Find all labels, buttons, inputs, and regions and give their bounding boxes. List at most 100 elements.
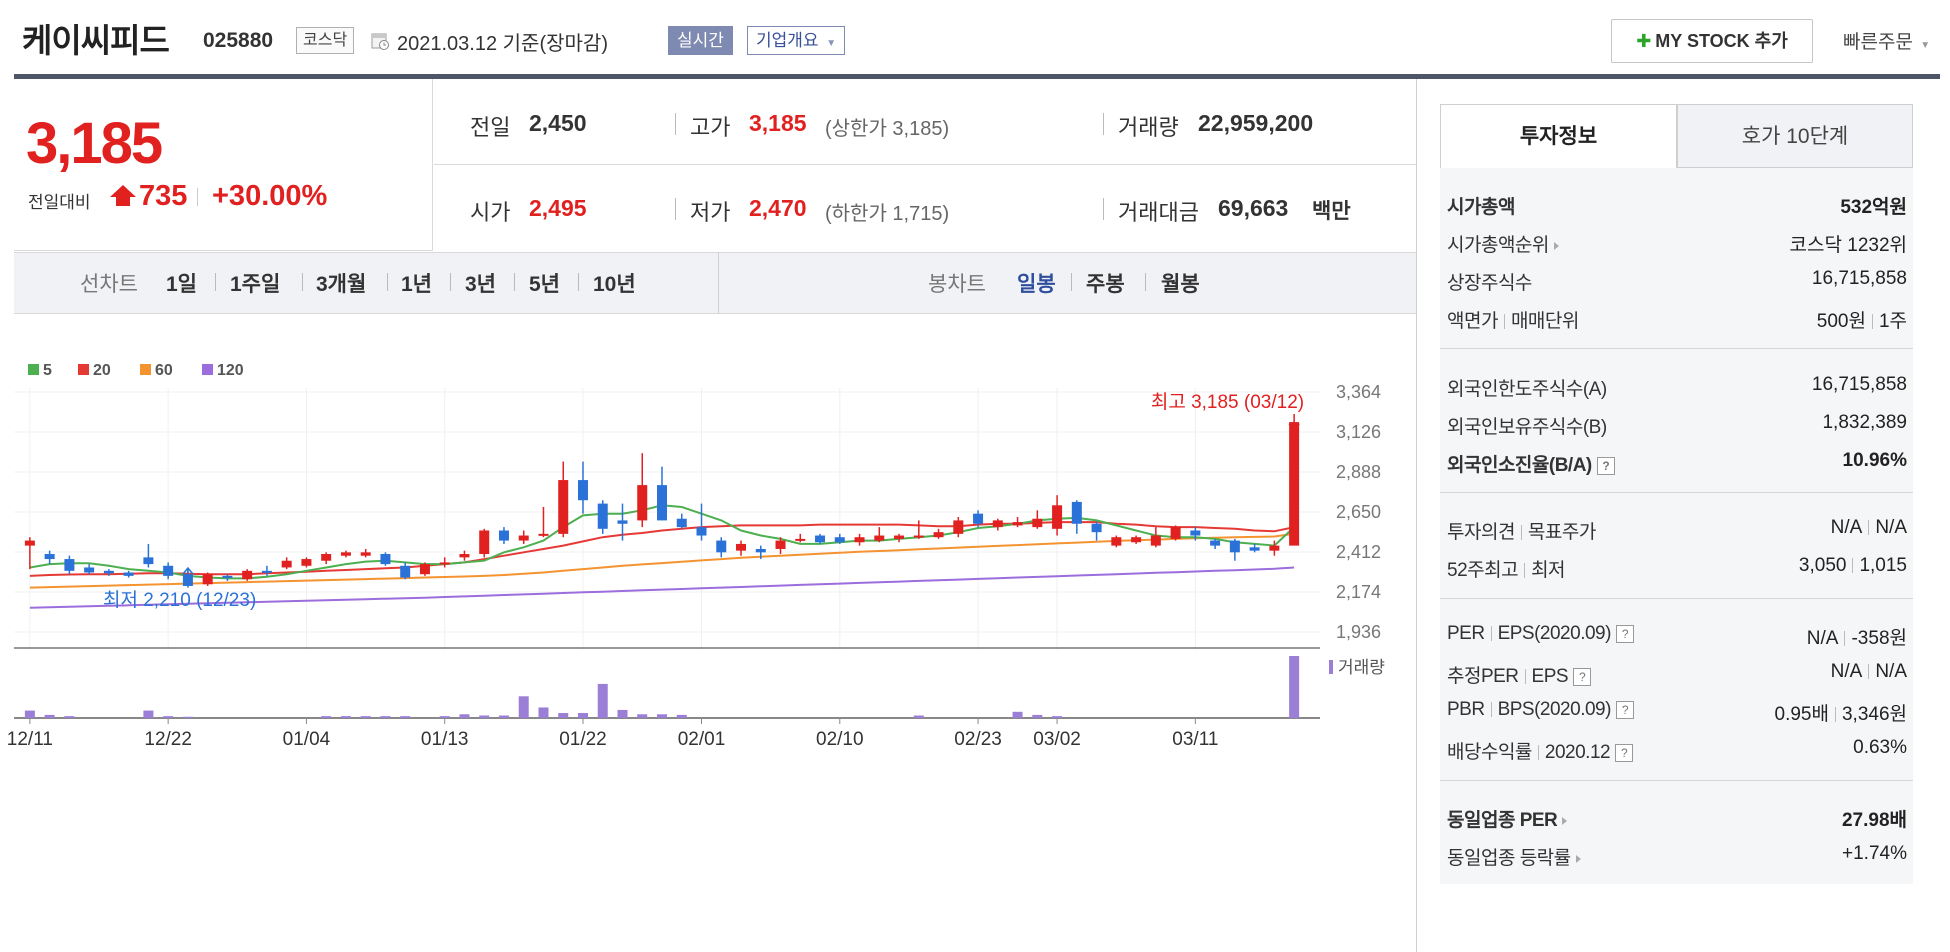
help-icon[interactable]: ? — [1596, 456, 1615, 475]
est-per-row: 추정PER EPS? N/A N/A — [1447, 657, 1907, 691]
industry-change-row[interactable]: 동일업종 등락률 +1.74% — [1447, 839, 1907, 873]
lower-limit: (하한가 1,715) — [825, 203, 950, 225]
volume-label: 거래량 — [1118, 115, 1179, 140]
y-tick-label: 3,126 — [1336, 422, 1381, 442]
par-value-row: 액면가 매매단위 500원 1주 — [1447, 302, 1907, 336]
volume-bar — [1289, 656, 1300, 718]
help-icon[interactable]: ? — [1573, 667, 1592, 686]
candle-body — [261, 570, 272, 573]
candle-body — [103, 570, 114, 574]
dividend-label: 배당수익률 — [1447, 742, 1532, 763]
ma20-line — [29, 521, 1295, 577]
company-overview-button[interactable]: 기업개요 ▼ — [747, 26, 846, 55]
chevron-down-icon: ▼ — [826, 38, 837, 49]
candle-body — [84, 567, 95, 573]
low-label: 저가 — [690, 200, 731, 225]
volume-bar — [439, 716, 450, 718]
foreign-limit-value: 16,715,858 — [1811, 374, 1907, 395]
price-chart[interactable]: 3,364 3,126 2,888 2,650 2,412 2,174 1,936 거래량 12… — [0, 320, 1416, 952]
volume-bar — [597, 683, 608, 718]
candle-body — [716, 540, 727, 553]
quick-order-button[interactable]: 빠른주문 ▼ — [1843, 27, 1930, 54]
volume-bar — [400, 716, 411, 718]
divider — [1103, 198, 1104, 220]
candle-body — [400, 565, 411, 578]
realtime-button[interactable]: 실시간 — [668, 26, 733, 55]
help-icon[interactable]: ? — [1615, 743, 1634, 762]
base-date-text: 2021.03.12 기준(장마감) — [397, 33, 608, 55]
eps-label: EPS(2020.09) — [1497, 623, 1612, 644]
industry-change-label: 동일업종 등락률 — [1447, 848, 1571, 869]
trading-unit-value: 1주 — [1878, 311, 1907, 332]
add-my-stock-button[interactable]: ✚ MY STOCK 추가 — [1611, 19, 1813, 63]
candle-body — [1012, 522, 1023, 526]
volume-bar — [182, 716, 193, 718]
legend-label: 60 — [155, 362, 173, 379]
divider — [1071, 273, 1072, 291]
volume-bar — [163, 716, 174, 718]
amount-value: 69,663 — [1218, 195, 1289, 221]
tab-1-week[interactable]: 1주일 — [230, 273, 281, 296]
legend-swatch — [202, 364, 213, 375]
per-value: N/A — [1806, 628, 1839, 649]
help-icon[interactable]: ? — [1615, 700, 1634, 719]
tab-3-months[interactable]: 3개월 — [316, 273, 367, 296]
candle-body — [854, 537, 865, 543]
chevron-right-icon — [1553, 241, 1559, 250]
open-label: 시가 — [470, 200, 511, 225]
par-value-label: 액면가 — [1447, 311, 1498, 332]
tab-order-book[interactable]: 호가 10단계 — [1677, 104, 1913, 168]
market-cap-label: 시가총액 — [1447, 197, 1515, 218]
market-cap-rank-value: 코스닥 1232위 — [1789, 235, 1907, 256]
opinion-label: 투자의견 — [1447, 522, 1515, 543]
market-cap-row: 시가총액 532억원 — [1447, 188, 1907, 222]
candle-body — [1131, 537, 1142, 543]
foreign-ratio-value: 10.96% — [1842, 450, 1907, 471]
volume-bar — [360, 716, 371, 718]
tab-daily[interactable]: 일봉 — [1017, 273, 1056, 296]
tab-weekly[interactable]: 주봉 — [1086, 273, 1125, 296]
help-icon[interactable]: ? — [1615, 624, 1634, 643]
ma120-line — [29, 566, 1295, 609]
candle-body — [242, 570, 253, 580]
high-annotation: 최고 3,185 (03/12) — [1151, 391, 1304, 413]
market-cap-rank-row[interactable]: 시가총액순위 코스닥 1232위 — [1447, 226, 1907, 260]
tab-5-years[interactable]: 5년 — [529, 273, 560, 296]
candle-body — [439, 562, 450, 565]
tab-1-day[interactable]: 1일 — [166, 273, 197, 296]
candle-body — [1249, 547, 1260, 551]
x-tick-label: 01/13 — [421, 729, 469, 750]
divider — [718, 252, 719, 314]
chevron-down-icon: ▼ — [1920, 40, 1931, 51]
candle-body — [301, 559, 312, 566]
invest-info-panel — [1440, 168, 1913, 884]
bps-label: BPS(2020.09) — [1497, 699, 1612, 720]
tab-10-years[interactable]: 10년 — [593, 273, 636, 296]
volume-bar — [617, 709, 628, 718]
candle-body — [340, 552, 351, 556]
y-tick-label: 2,888 — [1336, 462, 1381, 482]
volume-legend-label: 거래량 — [1338, 658, 1385, 677]
divider — [450, 273, 451, 291]
tab-1-year[interactable]: 1년 — [401, 273, 432, 296]
tab-invest-info[interactable]: 투자정보 — [1440, 104, 1677, 168]
industry-per-row[interactable]: 동일업종 PER 27.98배 — [1447, 801, 1907, 835]
tab-monthly[interactable]: 월봉 — [1161, 273, 1200, 296]
volume-bar — [637, 714, 648, 718]
legend-swatch — [28, 364, 39, 375]
volume-bar — [676, 714, 687, 718]
x-tick-label: 02/23 — [954, 729, 1002, 750]
candle-body — [1071, 501, 1082, 524]
per-row: PER EPS(2020.09)? N/A -358원 — [1447, 619, 1907, 653]
divider — [1440, 492, 1913, 493]
market-cap-value: 532억원 — [1840, 197, 1907, 218]
candle-body — [815, 535, 826, 543]
tab-3-years[interactable]: 3년 — [465, 273, 496, 296]
low-value: 2,470 — [749, 195, 807, 221]
plus-icon: ✚ — [1636, 31, 1652, 51]
listed-shares-value: 16,715,858 — [1811, 268, 1907, 289]
high-value: 3,185 — [749, 110, 807, 136]
volume-bar — [1032, 714, 1043, 718]
prev-close-value: 2,450 — [529, 110, 587, 136]
candle-body — [637, 485, 648, 521]
